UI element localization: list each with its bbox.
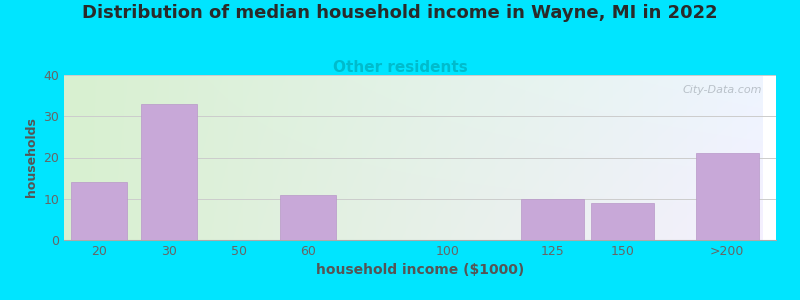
X-axis label: household income ($1000): household income ($1000) [316, 263, 524, 278]
Bar [280, 195, 336, 240]
Bar [71, 182, 127, 240]
Bar [522, 199, 584, 240]
Text: Other residents: Other residents [333, 60, 467, 75]
Text: City-Data.com: City-Data.com [682, 85, 762, 95]
Bar [591, 203, 654, 240]
Bar [696, 153, 758, 240]
Bar [141, 104, 197, 240]
Text: Distribution of median household income in Wayne, MI in 2022: Distribution of median household income … [82, 4, 718, 22]
Y-axis label: households: households [25, 118, 38, 197]
